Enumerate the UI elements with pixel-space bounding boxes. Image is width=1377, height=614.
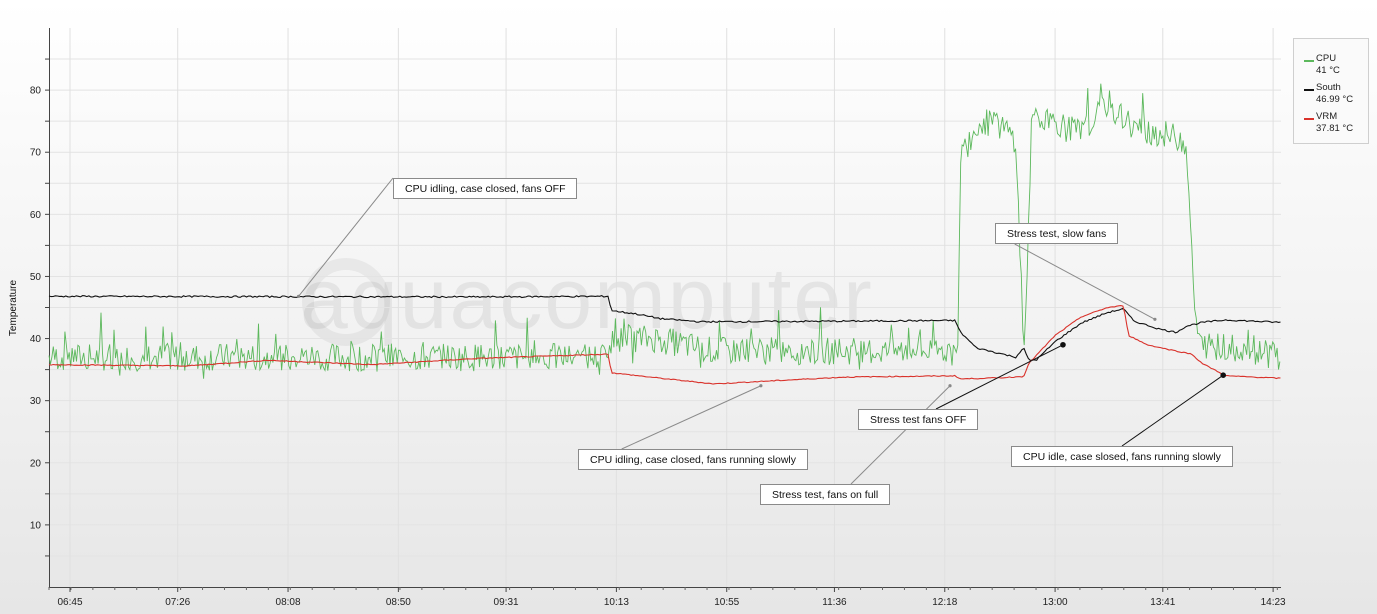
- leader-dot-ann-cpu-idle-slosed: [1220, 372, 1227, 379]
- leader-ann-cpu-idle-slosed: [1121, 374, 1224, 447]
- legend-swatch-cpu: [1304, 60, 1314, 62]
- legend-swatch-south: [1304, 89, 1314, 91]
- x-tick-label: 08:08: [276, 597, 301, 608]
- y-tick-label: 70: [30, 148, 42, 159]
- x-tick-label: 11:36: [822, 597, 847, 608]
- watermark-text: aquacomputer: [300, 251, 874, 347]
- y-tick-label: 60: [30, 210, 42, 221]
- x-tick-label: 08:50: [386, 597, 411, 608]
- annotation-cpu-idle-fans-off: CPU idling, case closed, fans OFF: [393, 178, 578, 199]
- legend-swatch-vrm: [1304, 118, 1314, 120]
- x-ticks: 06:45 07:26 08:08 08:50 09:31 10:13 10:55 11:36…: [48, 587, 1286, 608]
- annotation-stress-fans-full: Stress test, fans on full: [760, 484, 891, 505]
- annotation-leaders: [296, 177, 1227, 485]
- series-line-south: [48, 294, 1281, 362]
- x-tick-label: 13:41: [1150, 597, 1175, 608]
- legend-value-cpu: 41 °C: [1316, 65, 1340, 76]
- annotation-cpu-idle-slosed: CPU idle, case slosed, fans running slow…: [1011, 446, 1233, 467]
- leader-dot-ann-stress-fans-off: [1060, 341, 1066, 348]
- leader-ann-cpu-idle-fans-slow: [621, 385, 762, 450]
- legend: CPU 41 °C South 46.99 °C VRM 37.81 °C: [1293, 38, 1369, 144]
- leader-ann-stress-fans-off: [935, 344, 1064, 410]
- leader-dot-ann-stress-fans-full: [948, 384, 952, 388]
- leader-ann-stress-fans-full: [850, 385, 951, 485]
- leader-dot-ann-cpu-idle-fans-slow: [759, 384, 763, 388]
- x-tick-label: 12:18: [932, 597, 957, 608]
- x-tick-label: 06:45: [57, 597, 82, 608]
- y-tick-label: 80: [30, 86, 42, 97]
- y-ticks: 10 20 30 40 50 60 70 80: [30, 58, 49, 557]
- annotation-stress-fans-off: Stress test fans OFF: [858, 409, 979, 430]
- y-tick-label: 40: [30, 334, 42, 345]
- y-axis-label: Temperature: [8, 279, 19, 336]
- legend-value-south: 46.99 °C: [1316, 94, 1354, 105]
- y-tick-label: 50: [30, 272, 42, 283]
- annotation-cpu-idle-fans-slow: CPU idling, case closed, fans running sl…: [578, 449, 809, 470]
- legend-value-vrm: 37.81 °C: [1316, 123, 1354, 134]
- x-tick-label: 07:26: [165, 597, 190, 608]
- axes: Temperature: [8, 28, 1281, 588]
- leader-dot-ann-cpu-idle-fans-off: [296, 294, 301, 298]
- legend-name-vrm: VRM: [1316, 111, 1338, 122]
- leader-dot-ann-stress-slow-fans: [1153, 317, 1157, 321]
- series-line-cpu: [48, 83, 1281, 379]
- series-lines: [48, 83, 1281, 385]
- x-tick-label: 09:31: [494, 597, 519, 608]
- legend-name-cpu: CPU: [1316, 53, 1337, 64]
- y-tick-label: 30: [30, 396, 42, 407]
- leader-ann-stress-slow-fans: [1014, 243, 1156, 320]
- x-tick-label: 10:55: [714, 597, 739, 608]
- annotation-stress-slow-fans: Stress test, slow fans: [995, 223, 1119, 244]
- x-tick-label: 13:00: [1043, 597, 1068, 608]
- x-tick-label: 10:13: [604, 597, 629, 608]
- y-tick-label: 10: [30, 520, 42, 531]
- y-tick-label: 20: [30, 458, 42, 469]
- leader-ann-cpu-idle-fans-off: [298, 177, 394, 297]
- series-line-vrm: [48, 305, 1281, 385]
- legend-name-south: South: [1316, 82, 1341, 93]
- x-tick-label: 14:23: [1261, 597, 1286, 608]
